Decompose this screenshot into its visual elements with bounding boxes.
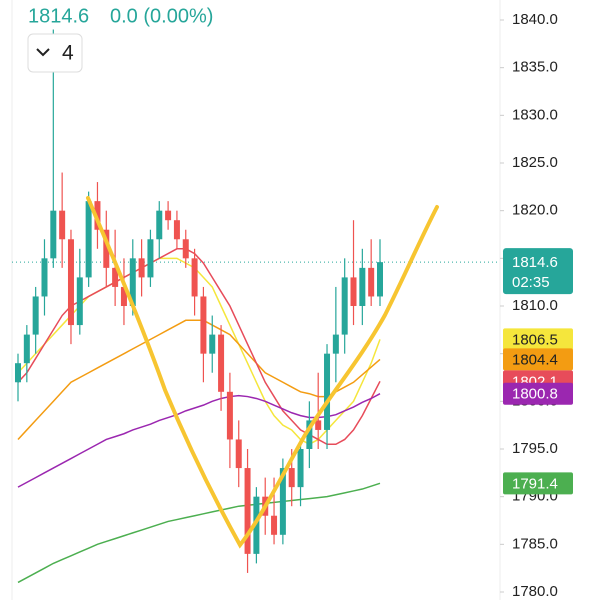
candle-body: [315, 420, 322, 430]
candle-body: [165, 210, 172, 221]
ma-value-label: 1804.4: [512, 351, 558, 368]
candle-body: [156, 210, 163, 240]
candle-body: [41, 258, 48, 297]
candle-body: [59, 210, 66, 240]
candle-body: [341, 277, 348, 335]
moving-average-line: [17, 482, 381, 584]
candle-body: [76, 277, 83, 326]
y-tick-label: 1830.0: [512, 106, 558, 123]
interval-selector[interactable]: [27, 33, 83, 73]
candle-body: [288, 468, 295, 488]
candle-body: [279, 468, 286, 535]
last-price-box: [503, 248, 573, 295]
ma-value-box: [503, 382, 573, 405]
candle-body: [244, 468, 251, 554]
candle-body: [15, 363, 21, 383]
y-tick-label: 1795.0: [512, 440, 558, 457]
y-tick-label: 1840.0: [512, 11, 558, 28]
price-change: 0.0 (0.00%): [110, 5, 213, 27]
candle-body: [85, 201, 92, 278]
countdown-label: 02:35: [512, 274, 550, 291]
y-tick-label: 1820.0: [512, 202, 558, 219]
y-tick-label: 1825.0: [512, 154, 558, 171]
candle-body: [191, 258, 198, 297]
ma-value-box: [503, 328, 573, 351]
candle-body: [67, 239, 74, 326]
candle-body: [368, 267, 375, 297]
candle-body: [332, 334, 339, 354]
candle-body: [297, 449, 304, 488]
candle-body: [182, 239, 189, 259]
candle-body: [138, 258, 145, 278]
last-price-label: 1814.6: [512, 254, 558, 271]
moving-average-line: [17, 319, 381, 440]
candle-body: [32, 296, 39, 335]
candle-body: [359, 267, 366, 306]
candle-body: [200, 296, 207, 354]
candle-body: [306, 420, 313, 449]
hand-drawn-annotation: [86, 196, 439, 549]
ma-value-label: 1806.5: [512, 331, 558, 348]
candle-body: [147, 239, 154, 278]
ma-value-label: 1800.8: [512, 386, 558, 403]
ma-value-label: 1791.4: [512, 475, 558, 492]
ma-value-box: [503, 348, 573, 371]
candle-body: [235, 439, 242, 469]
y-tick-label: 1810.0: [512, 297, 558, 314]
candle-body: [23, 334, 30, 364]
candle-body: [350, 277, 357, 306]
candle-body: [253, 496, 260, 554]
candle-body: [226, 391, 233, 440]
candle-body: [50, 210, 57, 259]
candle-body: [271, 515, 278, 535]
candle-body: [209, 334, 216, 354]
y-tick-label: 1785.0: [512, 535, 558, 552]
interval-label: 4: [62, 42, 74, 65]
candle-body: [129, 258, 136, 306]
y-tick-label: 1835.0: [512, 59, 558, 76]
y-tick-label: 1780.0: [512, 583, 558, 600]
candle-body: [120, 286, 127, 306]
candle-body: [103, 229, 110, 268]
ma-value-box: [503, 472, 573, 495]
candle-body: [173, 220, 180, 240]
candle-body: [112, 267, 119, 287]
last-price: 1814.6: [28, 5, 89, 27]
moving-average-line: [17, 393, 381, 488]
chevron-icon: [36, 48, 50, 57]
candle-body: [377, 262, 383, 297]
candle-body: [218, 334, 225, 392]
candle-body: [324, 353, 331, 430]
